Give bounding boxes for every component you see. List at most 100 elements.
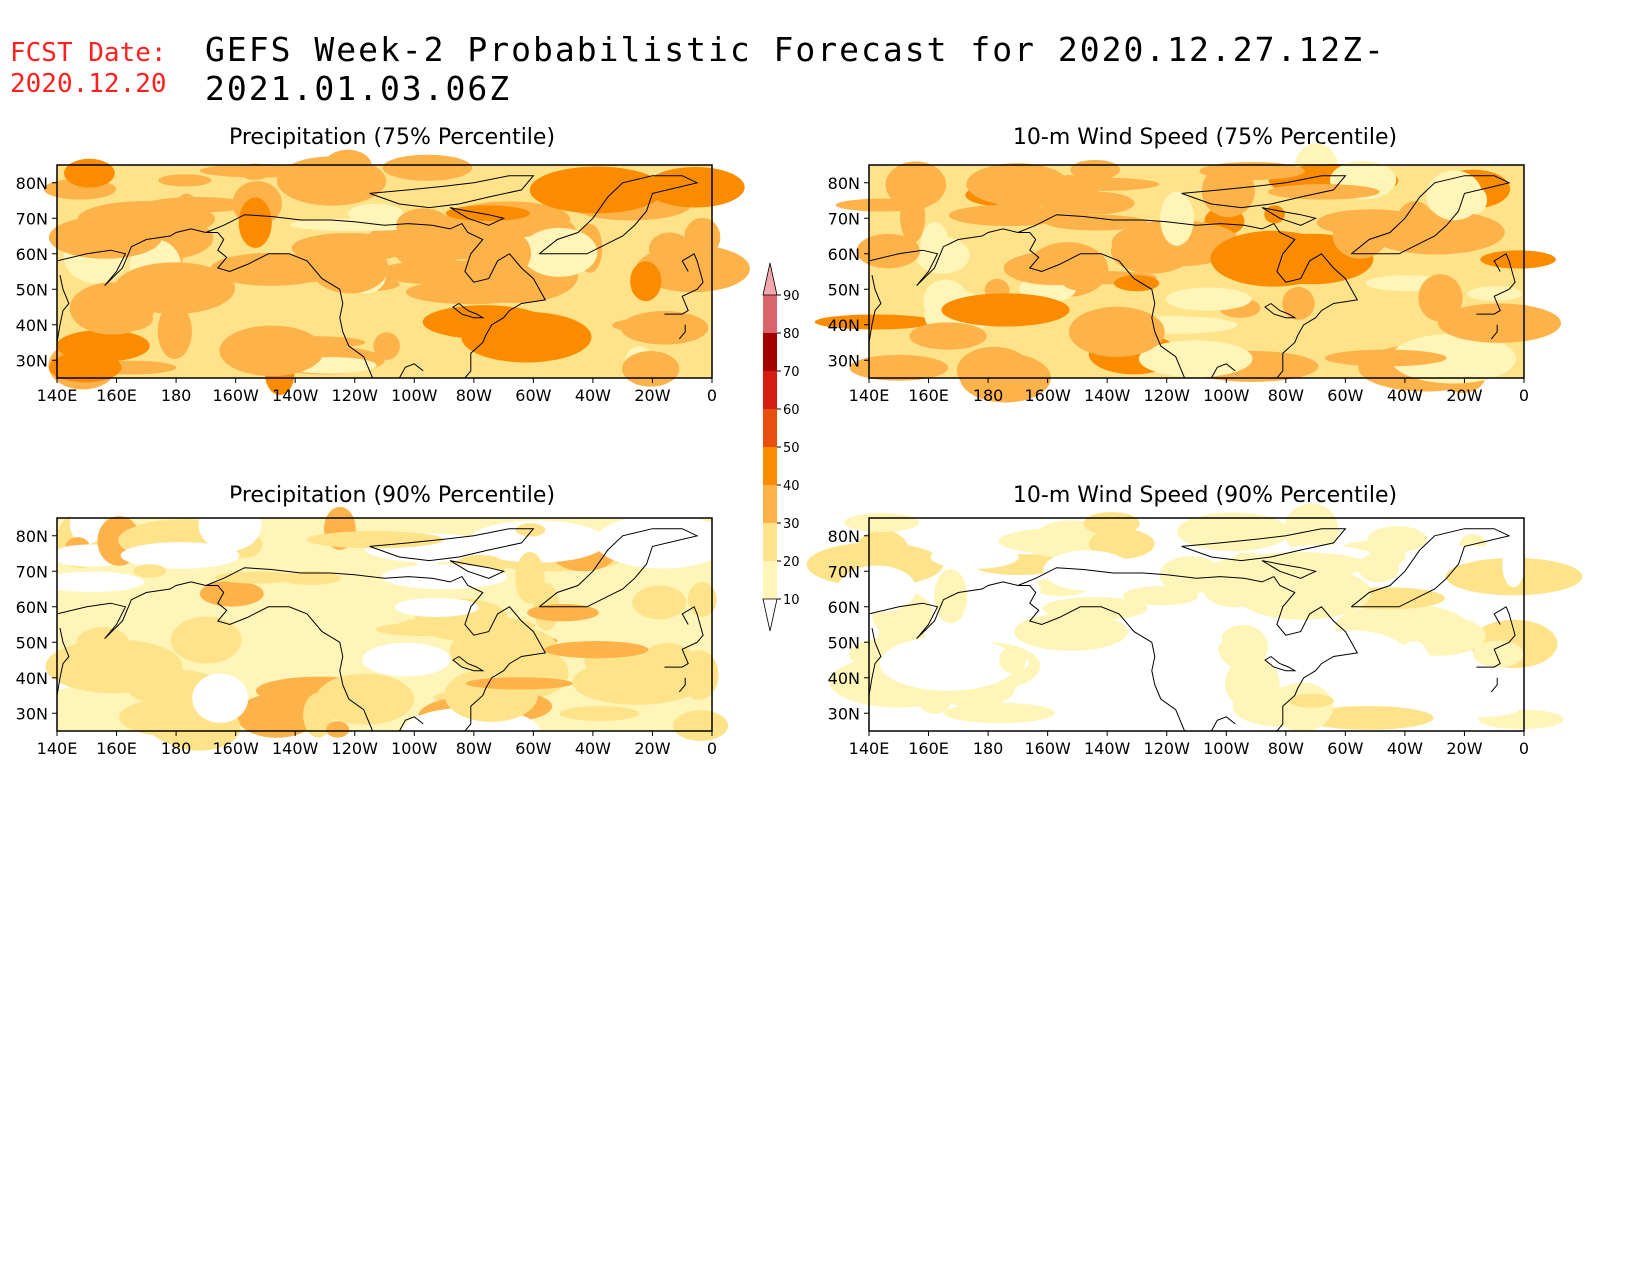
- shading-blob: [1284, 503, 1339, 556]
- shading-blob: [467, 520, 607, 563]
- shading-blob: [133, 564, 167, 578]
- shading-blob: [209, 252, 333, 286]
- shading-blob: [1107, 622, 1223, 658]
- shading-blob: [948, 204, 1070, 227]
- colorbar-segment: [763, 333, 777, 371]
- shading-blob: [930, 545, 1019, 569]
- shading-blob: [69, 282, 155, 335]
- lon-tick-label: 120W: [1144, 386, 1191, 405]
- lon-tick-label: 0: [707, 386, 717, 405]
- colorbar-label: 60: [783, 403, 800, 418]
- colorbar-segment: [763, 485, 777, 523]
- shading-blob: [326, 721, 350, 738]
- coastline: [398, 716, 424, 731]
- colorbar-segment: [763, 523, 777, 561]
- lat-tick-label: 40N: [828, 669, 860, 688]
- shading-blob: [45, 639, 183, 694]
- colorbar-bottom-arrow: [762, 598, 778, 632]
- map-frame: [868, 517, 1525, 732]
- lat-tick-label: 40N: [828, 316, 860, 335]
- shading-blob: [1288, 693, 1334, 708]
- lon-tick-label: 20W: [634, 386, 670, 405]
- coastline: [1490, 677, 1498, 693]
- shading-blob: [382, 154, 473, 181]
- lat-tick-label: 60N: [828, 245, 860, 264]
- colorbar-segment: [763, 561, 777, 599]
- map-panel-wind90: 140E 160E 180 160W 140W 120W 100W 80W 60W 40W 20W 0…: [806, 503, 1583, 758]
- colorbar-label: 80: [783, 327, 800, 342]
- lon-tick-label: 100W: [391, 739, 438, 758]
- coastline: [1264, 656, 1297, 672]
- shading-blob: [1068, 306, 1165, 357]
- coastline: [398, 363, 424, 378]
- shading-blob: [239, 163, 271, 180]
- coastline: [57, 627, 70, 696]
- shading-blob: [999, 646, 1027, 674]
- coastline: [1181, 175, 1347, 209]
- shading-blob: [622, 351, 680, 387]
- lon-tick-label: 40W: [575, 739, 611, 758]
- shading-blob: [837, 565, 917, 613]
- shading-blob: [1415, 700, 1520, 718]
- lon-tick-label: 40W: [1387, 739, 1423, 758]
- coastline: [205, 585, 374, 731]
- lat-tick-label: 80N: [16, 174, 48, 193]
- shading-blob: [673, 710, 729, 742]
- lon-tick-label: 0: [1519, 739, 1529, 758]
- coastline: [869, 228, 1019, 287]
- shading-blob: [1480, 250, 1556, 269]
- lat-tick-label: 80N: [828, 527, 860, 546]
- shading-blob: [192, 673, 249, 723]
- lon-tick-label: 180: [973, 739, 1004, 758]
- shading-blob: [310, 242, 389, 294]
- shading-blob: [84, 210, 112, 239]
- shading-blob: [394, 597, 479, 617]
- lon-tick-label: 20W: [634, 739, 670, 758]
- coastline: [57, 274, 70, 343]
- shading-blob: [381, 564, 507, 590]
- shading-blob: [920, 222, 950, 269]
- shading-blob: [170, 616, 242, 664]
- coastline: [664, 253, 704, 315]
- shading-blob: [280, 571, 341, 585]
- lat-tick-label: 30N: [828, 704, 860, 723]
- shading-blob: [445, 205, 530, 222]
- coastline: [205, 232, 374, 378]
- lon-tick-label: 160W: [212, 386, 259, 405]
- coastline: [1476, 253, 1516, 315]
- lat-tick-label: 80N: [16, 527, 48, 546]
- shading-blob: [1324, 349, 1447, 367]
- coastline: [869, 627, 882, 696]
- shading-blob: [120, 542, 240, 569]
- shading-blob: [1272, 635, 1404, 657]
- shading-blob: [1199, 162, 1305, 181]
- lon-tick-label: 80W: [1268, 739, 1304, 758]
- lat-tick-label: 50N: [16, 280, 48, 299]
- shading-blob: [1303, 705, 1434, 730]
- coastline: [664, 606, 704, 668]
- shading-blob: [291, 176, 364, 200]
- shading-blob: [76, 627, 129, 659]
- shading-blob: [69, 502, 105, 545]
- coastline: [369, 175, 535, 209]
- coastline: [1264, 303, 1297, 319]
- shading-blob: [572, 659, 703, 705]
- shading-blob: [348, 203, 404, 224]
- map-panel-wind75: 140E 160E 180 160W 140W 120W 100W 80W 60W 40W 20W 0…: [814, 143, 1562, 405]
- lat-tick-label: 60N: [16, 598, 48, 617]
- coastline: [869, 274, 882, 343]
- shading-blob: [620, 311, 709, 345]
- shading-blob: [1332, 211, 1388, 259]
- lat-tick-label: 70N: [828, 562, 860, 581]
- colorbar-segment: [763, 409, 777, 447]
- shading-blob: [521, 227, 598, 277]
- colorbar-segment: [763, 295, 777, 333]
- lon-tick-label: 60W: [1327, 386, 1363, 405]
- shading-blob: [176, 193, 197, 219]
- colorbar-label: 70: [783, 365, 800, 380]
- lon-tick-label: 60W: [515, 386, 551, 405]
- coastline: [1017, 232, 1186, 378]
- shading-blob: [1437, 303, 1562, 343]
- shading-blob: [515, 523, 546, 537]
- shading-blob: [1038, 177, 1160, 191]
